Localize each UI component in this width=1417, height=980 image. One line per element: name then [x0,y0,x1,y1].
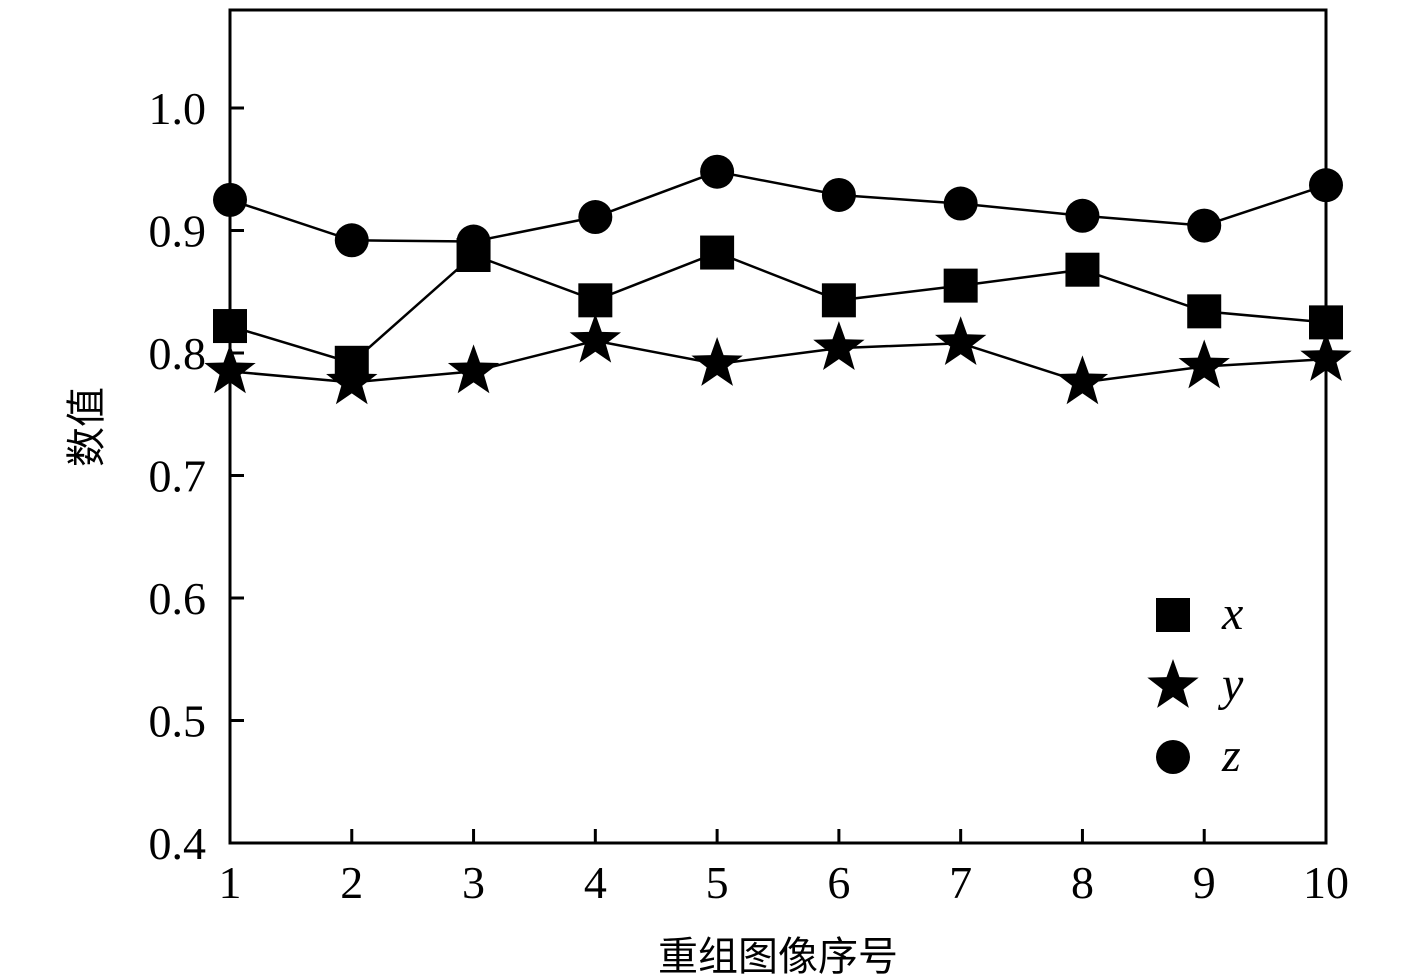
data-point-y [1056,355,1109,405]
y-tick-label: 0.9 [149,206,207,257]
y-tick-label: 0.4 [149,818,207,869]
x-tick-label: 9 [1193,857,1216,908]
x-tick-label: 8 [1071,857,1094,908]
data-point-z [456,224,491,259]
series-line-y [229,339,1327,384]
x-tick-label: 10 [1303,857,1349,908]
plot-frame [228,8,1328,845]
data-point-x [1065,252,1100,287]
data-point-y [813,321,865,370]
data-point-x [1187,294,1222,329]
data-point-y [569,313,622,363]
x-tick-label: 1 [219,857,242,908]
legend-label-y: y [1217,658,1244,711]
data-point-z [1309,168,1343,203]
data-point-z [334,223,369,258]
legend-marker-x [1156,598,1190,632]
data-point-x [943,268,978,303]
legend-label-x: x [1221,587,1243,640]
data-point-y [1300,332,1352,381]
legend-label-z: z [1221,729,1241,782]
data-point-y [934,316,987,366]
data-point-z [213,182,247,217]
legend: xyz [1147,587,1244,782]
x-tick-label: 3 [462,857,485,908]
data-point-x [821,283,856,318]
data-point-y [204,344,256,394]
data-point-z [821,177,856,212]
legend-marker-z [1156,740,1190,774]
x-tick-label: 5 [706,857,729,908]
x-tick-label: 7 [949,857,972,908]
series-layer [204,154,1352,405]
data-point-x [213,309,247,344]
y-tick-label: 0.7 [149,451,207,502]
data-point-z [700,154,735,189]
data-point-z [578,200,613,235]
x-axis-title: 重组图像序号 [658,934,898,980]
x-tick-label: 2 [340,857,363,908]
data-point-x [578,283,613,318]
y-tick-label: 0.5 [149,696,207,747]
y-tick-label: 0.8 [149,328,207,379]
data-point-y [691,337,743,386]
data-point-z [1187,208,1222,243]
x-axis: 1 2 3 4 5 6 7 8 9 10 [219,829,1349,908]
data-point-y [1178,339,1230,389]
x-tick-label: 6 [827,857,850,908]
data-point-z [943,186,978,221]
series-line-x [229,251,1327,365]
y-axis: 0.4 0.5 0.6 0.7 0.8 0.9 1.0 [149,83,244,869]
data-point-y [326,355,378,405]
data-point-y [447,344,500,394]
y-tick-label: 1.0 [149,83,207,134]
series-line-z [229,170,1327,243]
x-tick-label: 4 [584,857,607,908]
y-tick-label: 0.6 [149,573,207,624]
data-point-x [700,235,735,270]
legend-marker-y [1147,659,1199,708]
y-axis-title: 数值 [64,387,110,467]
data-point-z [1065,198,1100,233]
